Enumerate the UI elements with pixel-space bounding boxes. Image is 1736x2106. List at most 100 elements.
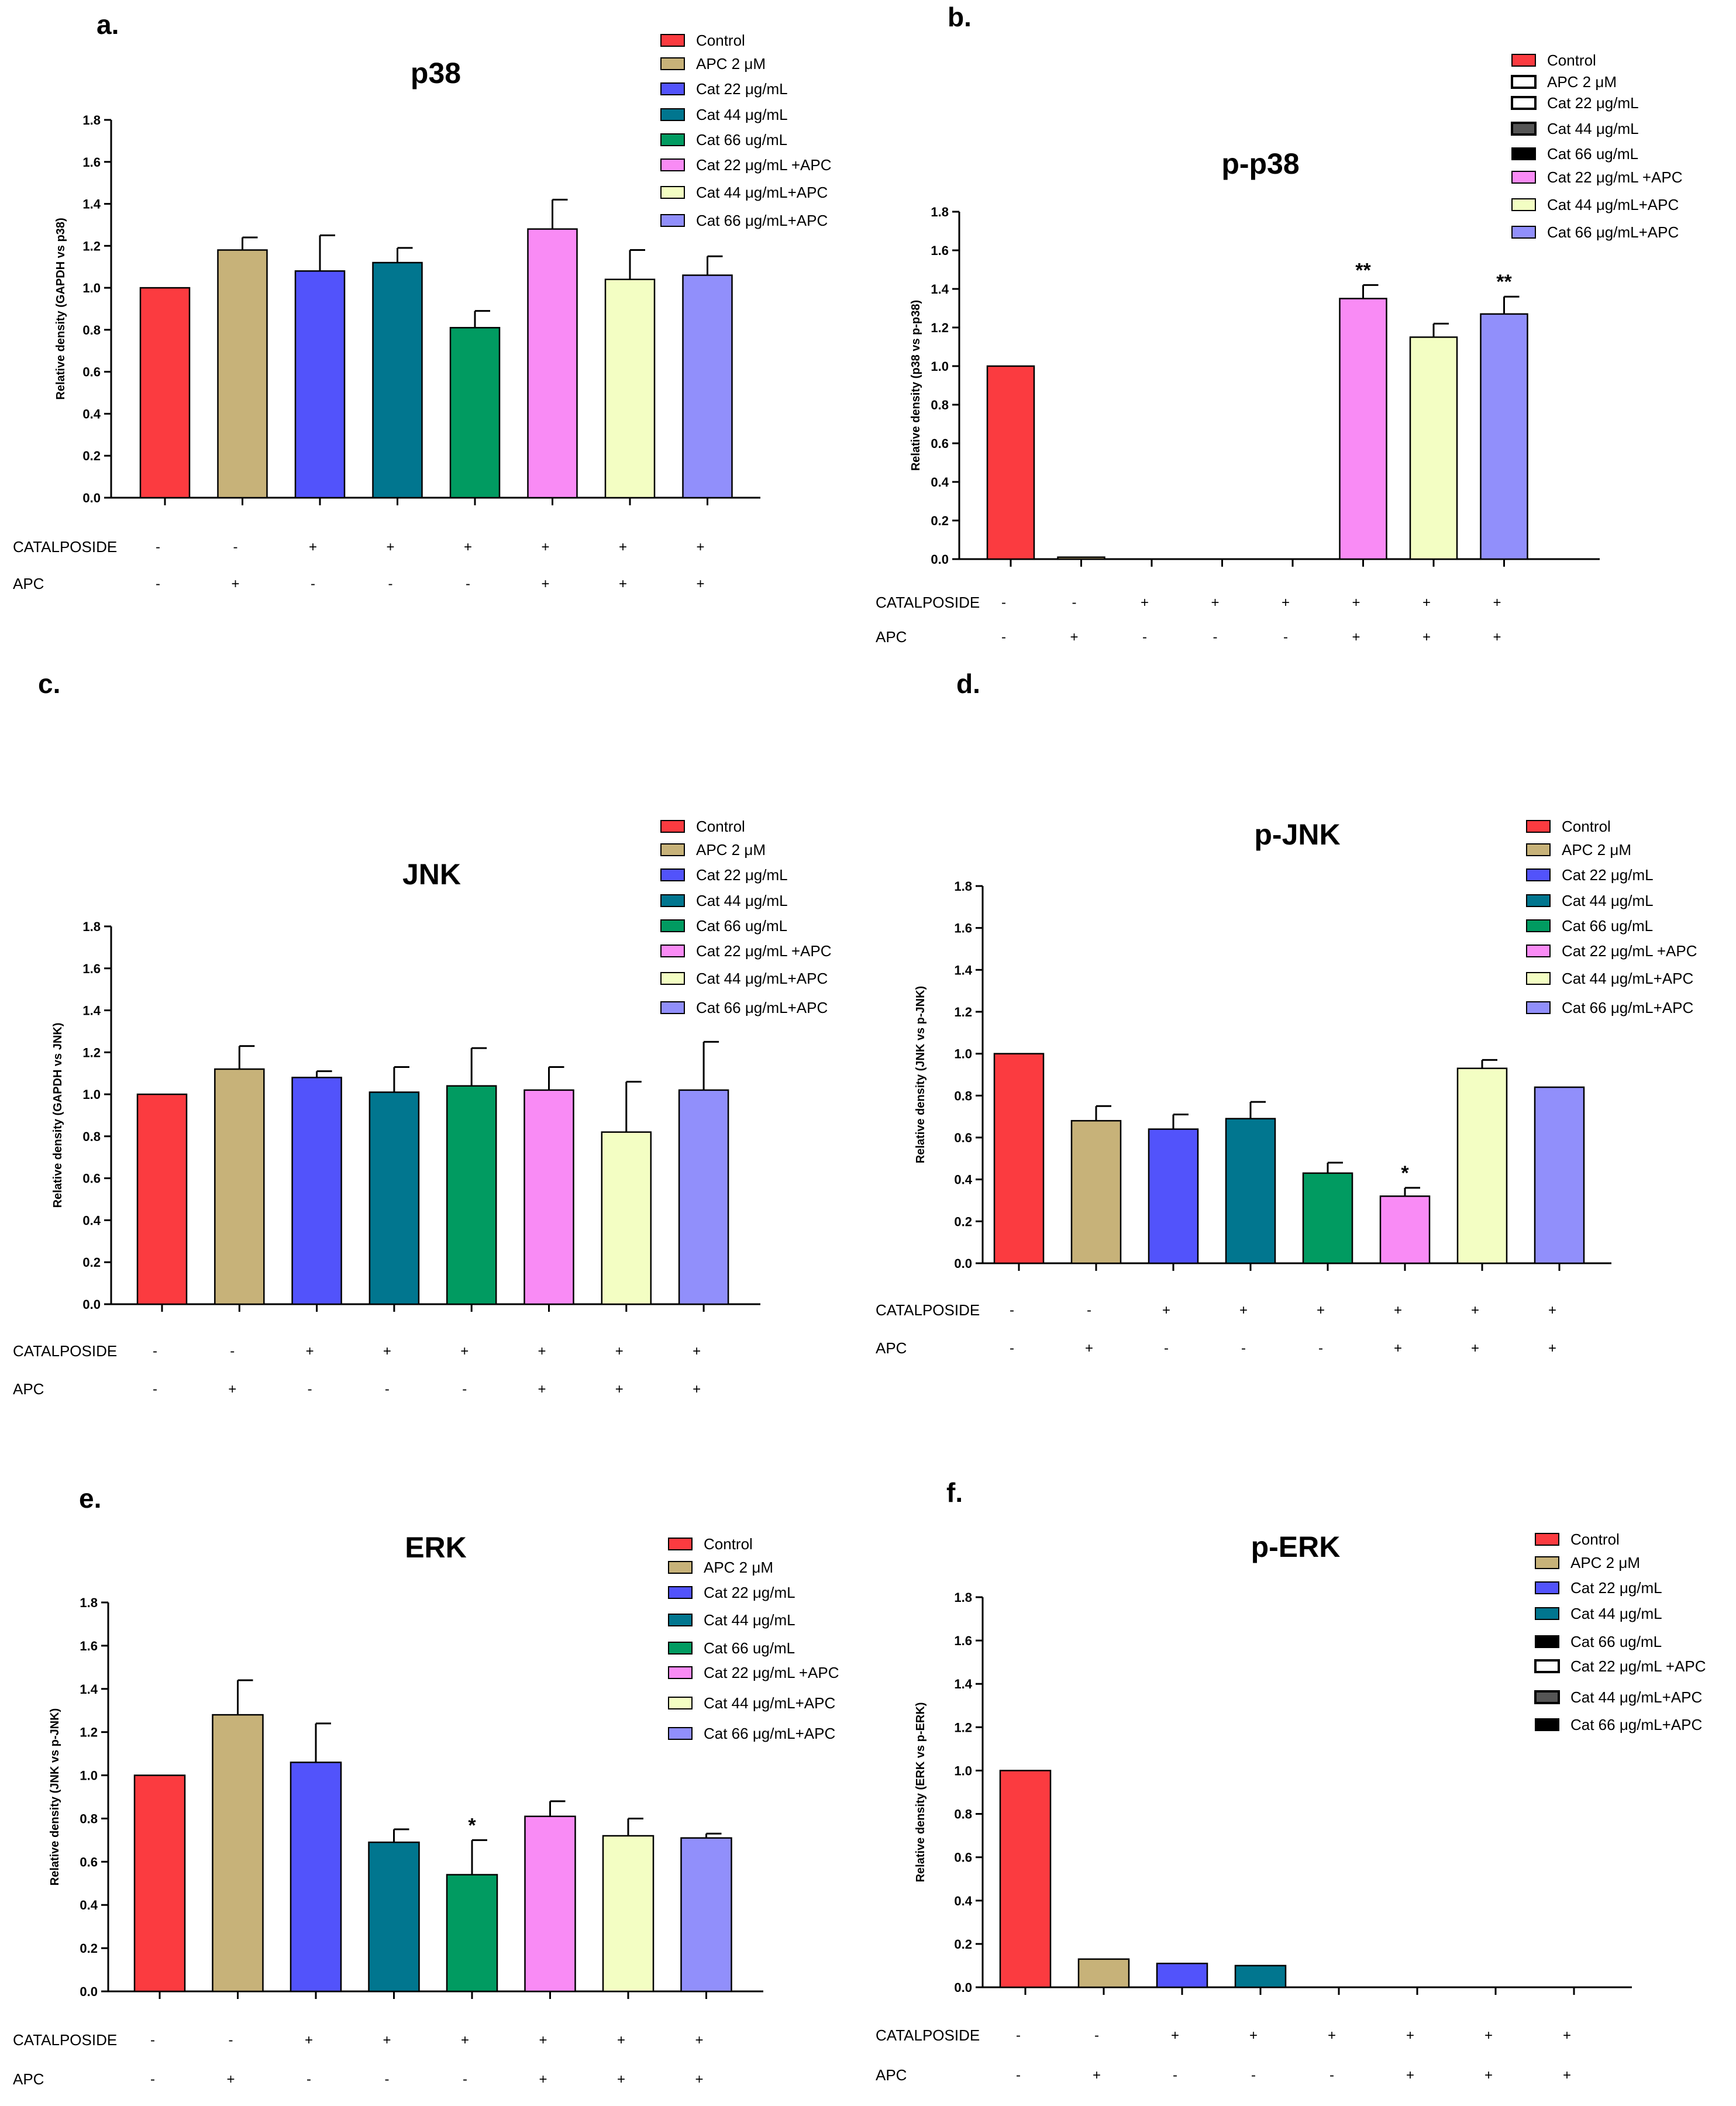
apc-sign: -	[311, 576, 315, 592]
legend: Control APC 2 μM Cat 22 μg/mL Cat 44 μg/mL C…	[668, 1535, 839, 1742]
y-tick-label: 0.8	[82, 323, 101, 337]
apc-sign: +	[1548, 1340, 1556, 1356]
bar	[1234, 1964, 1287, 1988]
catalposide-sign: +	[461, 2032, 469, 2048]
bar	[680, 1837, 732, 1993]
legend-swatch	[1511, 171, 1536, 184]
chart-title: JNK	[402, 858, 461, 891]
apc-sign: +	[615, 1381, 624, 1397]
y-tick-label: 0.8	[954, 1088, 972, 1103]
catalposide-sign: +	[305, 2032, 313, 2048]
chart-title: p-p38	[1221, 147, 1299, 180]
catalposide-row-label: CATALPOSIDE	[876, 1301, 980, 1319]
y-tick-label: 1.4	[954, 963, 972, 977]
legend-entry: Cat 22 μg/mL	[1547, 94, 1639, 112]
legend-entry: Control	[1547, 51, 1596, 69]
chart-title: p38	[411, 57, 461, 89]
catalposide-sign: -	[1087, 1302, 1091, 1318]
legend-entry: Cat 22 μg/mL +APC	[1562, 942, 1697, 960]
y-tick-label: 0.0	[82, 1297, 101, 1312]
legend-entry: Cat 44 μg/mL+APC	[1562, 970, 1693, 987]
legend-swatch	[660, 843, 685, 856]
catalposide-sign: +	[1493, 595, 1501, 611]
apc-sign: -	[462, 1381, 467, 1397]
y-axis-label: Relative density (JNK vs p-JNK)	[49, 1708, 61, 1886]
catalposide-sign: +	[1352, 595, 1360, 611]
y-tick-label: 1.6	[954, 921, 972, 936]
apc-row-label: APC	[13, 2070, 44, 2088]
bar	[1302, 1172, 1353, 1264]
legend-entry: Cat 44 μg/mL+APC	[696, 184, 828, 201]
y-tick-label: 1.2	[954, 1720, 972, 1735]
y-tick-label: 0.0	[954, 1980, 972, 1995]
y-tick-label: 1.8	[954, 879, 972, 894]
bar	[1077, 1958, 1130, 1988]
catalposide-row-label: CATALPOSIDE	[13, 2031, 117, 2049]
legend-entry: APC 2 μM	[1570, 1554, 1640, 1571]
legend-swatch	[668, 1538, 693, 1550]
catalposide-sign: +	[386, 539, 394, 555]
catalposide-sign: +	[695, 2032, 703, 2048]
catalposide-sign: +	[693, 1343, 701, 1359]
legend-entry: Control	[1570, 1531, 1620, 1548]
bar	[1480, 313, 1528, 560]
legend-swatch	[660, 57, 685, 70]
legend-entry: APC 2 μM	[696, 55, 766, 73]
y-tick-label: 0.0	[931, 552, 949, 567]
panel-jnk: c. JNK Relative density (GAPDH vs JNK) 0.0 0…	[13, 668, 832, 1398]
y-tick-label: 0.2	[954, 1937, 972, 1952]
legend-swatch	[660, 34, 685, 47]
significance-marker: **	[1355, 259, 1371, 281]
catalposide-row-label: CATALPOSIDE	[876, 594, 980, 611]
y-tick-label: 1.2	[954, 1005, 972, 1019]
apc-sign: -	[308, 1381, 312, 1397]
y-tick-label: 1.8	[82, 919, 101, 934]
catalposide-sign: +	[1317, 1302, 1325, 1318]
y-tick-label: 0.6	[82, 1171, 101, 1186]
y-axis-label: Relative density (GAPDH vs JNK)	[51, 1023, 64, 1208]
y-tick-label: 0.8	[82, 1129, 101, 1144]
y-tick-label: 1.8	[82, 113, 101, 127]
legend-swatch	[1511, 54, 1536, 67]
catalposide-sign: +	[1484, 2028, 1493, 2043]
bar	[1057, 556, 1105, 560]
y-tick-label: 0.6	[931, 436, 949, 451]
y-tick-label: 1.4	[931, 282, 949, 297]
legend-swatch	[1535, 1607, 1559, 1620]
apc-sign: +	[1352, 629, 1360, 645]
bar	[449, 327, 501, 499]
legend-entry: Cat 66 μg/mL+APC	[1570, 1716, 1702, 1733]
catalposide-sign: +	[1548, 1302, 1556, 1318]
legend-swatch	[668, 1586, 693, 1599]
apc-sign: -	[1016, 2067, 1021, 2083]
bar	[682, 274, 733, 499]
y-tick-label: 1.2	[82, 239, 101, 253]
apc-sign: +	[1406, 2067, 1414, 2083]
legend-entry: Cat 66 ug/mL	[1562, 917, 1653, 935]
apc-sign: -	[385, 2071, 390, 2087]
bar	[291, 1077, 342, 1305]
bar	[678, 1089, 729, 1305]
legend-swatch	[1534, 1659, 1560, 1673]
bar	[993, 1053, 1045, 1264]
catalposide-sign: +	[383, 1343, 391, 1359]
catalposide-sign: -	[229, 2032, 233, 2048]
panel-p38: a. p38 Relative density (GAPDH vs p38) 0.0 0…	[13, 9, 832, 592]
y-tick-label: 0.8	[80, 1811, 98, 1826]
y-tick-label: 1.6	[82, 961, 101, 976]
catalposide-sign: -	[233, 539, 238, 555]
legend-entry: Cat 66 μg/mL+APC	[696, 999, 828, 1016]
panel-label: b.	[948, 2, 972, 32]
y-tick-label: 0.4	[954, 1173, 972, 1187]
legend-entry: Cat 66 ug/mL	[696, 131, 787, 149]
chart-title: p-ERK	[1251, 1531, 1341, 1563]
legend-swatch	[660, 158, 685, 171]
catalposide-sign: +	[1422, 595, 1431, 611]
panel-p-jnk: d. p-JNK Relative density (JNK vs p-JNK) 0.…	[876, 668, 1697, 1357]
catalposide-row-label: CATALPOSIDE	[876, 2026, 980, 2044]
legend-entry: Cat 44 μg/mL	[1547, 120, 1639, 137]
legend-swatch	[1535, 1556, 1559, 1569]
bar	[986, 365, 1035, 560]
legend-entry: Cat 22 μg/mL	[1570, 1579, 1662, 1597]
